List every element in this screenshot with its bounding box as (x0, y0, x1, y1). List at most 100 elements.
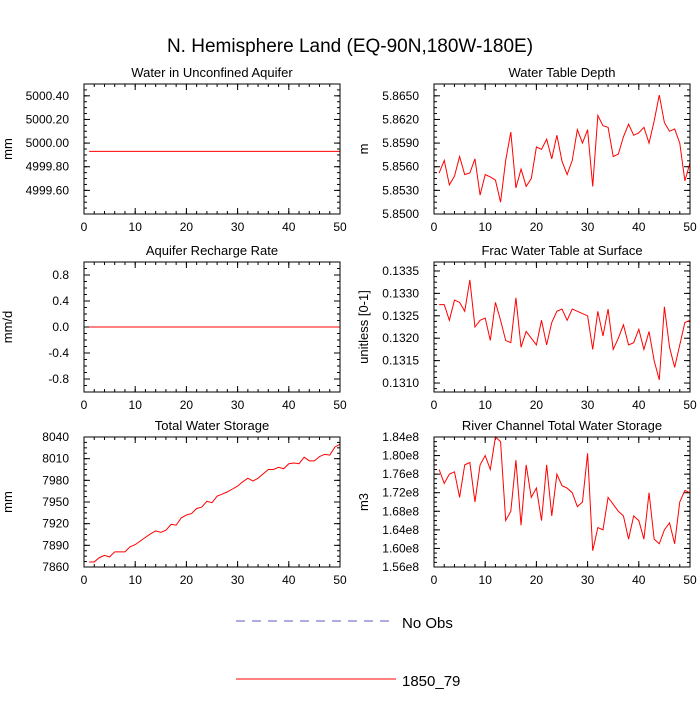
y-tick-label: 5.8650 (382, 89, 419, 103)
legend: No Obs 1850_79 (236, 615, 460, 690)
y-tick-label: 0.1335 (382, 264, 419, 278)
panel-title: Aquifer Recharge Rate (146, 243, 278, 258)
panel-frame (83, 261, 341, 393)
y-tick-label: 5000.00 (26, 136, 70, 150)
panel-title: Total Water Storage (155, 418, 269, 433)
panel-title: Frac Water Table at Surface (481, 243, 642, 258)
x-tick-label: 40 (282, 398, 296, 412)
y-tick-label: 7980 (42, 473, 69, 487)
x-tick-label: 0 (431, 573, 438, 587)
x-tick-label: 40 (632, 220, 646, 234)
x-tick-label: 30 (231, 398, 245, 412)
y-tick-label: 7890 (42, 538, 69, 552)
x-tick-label: 20 (530, 573, 544, 587)
x-tick-label: 20 (180, 573, 194, 587)
panel-frame (433, 436, 691, 568)
x-tick-label: 0 (81, 398, 88, 412)
chart-panel: Total Water Storage 7860 7890 7920 7950 7980 8… (0, 418, 347, 587)
y-tick-label: 1.64e8 (382, 523, 419, 537)
panel-frame (83, 83, 341, 215)
series-line-1850_79 (439, 279, 691, 381)
x-tick-label: 0 (81, 220, 88, 234)
y-tick-label: 5.8530 (382, 183, 419, 197)
x-tick-label: 50 (333, 573, 347, 587)
chart-panel: River Channel Total Water Storage 1.56e8 1… (356, 418, 697, 587)
x-tick-label: 40 (282, 573, 296, 587)
x-tick-label: 10 (479, 573, 493, 587)
y-axis-label: m (356, 144, 371, 155)
x-tick-label: 20 (530, 220, 544, 234)
x-tick-label: 10 (129, 573, 143, 587)
x-tick-label: 50 (333, 398, 347, 412)
y-tick-label: 0.1325 (382, 309, 419, 323)
y-tick-label: 5.8500 (382, 207, 419, 221)
y-tick-label: -0.8 (48, 372, 69, 386)
y-axis-label: unitless [0-1] (356, 290, 371, 364)
panel-title: River Channel Total Water Storage (462, 418, 662, 433)
chart-panel: Frac Water Table at Surface 0.1310 0.1315 0… (356, 243, 697, 412)
x-tick-label: 20 (180, 398, 194, 412)
y-tick-label: 5000.40 (26, 89, 70, 103)
x-tick-label: 30 (581, 220, 595, 234)
y-tick-label: -0.4 (48, 346, 69, 360)
panel-frame (433, 261, 691, 393)
y-tick-label: 8010 (42, 452, 69, 466)
y-tick-label: 4999.80 (26, 160, 70, 174)
x-tick-label: 40 (632, 398, 646, 412)
panel-frame (433, 83, 691, 215)
legend-label-1850-79: 1850_79 (402, 673, 460, 690)
x-tick-label: 20 (180, 220, 194, 234)
y-tick-label: 0.0 (52, 320, 69, 334)
panel-title: Water Table Depth (509, 65, 616, 80)
x-tick-label: 40 (632, 573, 646, 587)
x-tick-label: 10 (129, 398, 143, 412)
x-tick-label: 0 (431, 220, 438, 234)
x-tick-label: 50 (683, 220, 697, 234)
y-tick-label: 7920 (42, 517, 69, 531)
y-axis-label: mm (0, 138, 15, 160)
y-tick-label: 0.1330 (382, 286, 419, 300)
y-tick-label: 5.8620 (382, 112, 419, 126)
y-tick-label: 1.80e8 (382, 449, 419, 463)
y-tick-label: 1.68e8 (382, 504, 419, 518)
chart-panels: Water in Unconfined Aquifer 4999.60 4999.8… (0, 65, 697, 587)
x-tick-label: 20 (530, 398, 544, 412)
x-tick-label: 10 (479, 220, 493, 234)
y-tick-label: 1.56e8 (382, 560, 419, 574)
y-axis-label: mm/d (0, 311, 15, 344)
figure-title: N. Hemisphere Land (EQ-90N,180W-180E) (167, 36, 533, 57)
x-tick-label: 30 (231, 220, 245, 234)
x-tick-label: 30 (231, 573, 245, 587)
y-tick-label: 7860 (42, 560, 69, 574)
x-tick-label: 50 (683, 573, 697, 587)
series-line-1850_79 (438, 436, 691, 551)
x-tick-label: 30 (581, 573, 595, 587)
x-tick-label: 30 (581, 398, 595, 412)
legend-label-no-obs: No Obs (402, 615, 453, 632)
y-tick-label: 1.72e8 (382, 486, 419, 500)
y-axis-label: m3 (356, 493, 371, 511)
y-tick-label: 0.1320 (382, 331, 419, 345)
y-tick-label: 7950 (42, 495, 69, 509)
x-tick-label: 10 (129, 220, 143, 234)
x-tick-label: 0 (431, 398, 438, 412)
y-tick-label: 5000.20 (26, 112, 70, 126)
y-tick-label: 5.8560 (382, 160, 419, 174)
series-line-1850_79 (89, 443, 341, 563)
y-tick-label: 1.76e8 (382, 467, 419, 481)
y-tick-label: 0.1315 (382, 354, 419, 368)
chart-panel: Water Table Depth 5.8500 5.8530 5.8560 5.859… (356, 65, 697, 234)
y-tick-label: 0.8 (52, 268, 69, 282)
x-tick-label: 50 (333, 220, 347, 234)
x-tick-label: 10 (479, 398, 493, 412)
x-tick-label: 0 (81, 573, 88, 587)
y-tick-label: 0.1310 (382, 376, 419, 390)
panel-title: Water in Unconfined Aquifer (131, 65, 293, 80)
y-tick-label: 1.84e8 (382, 430, 419, 444)
series-line-1850_79 (438, 94, 691, 203)
y-axis-label: mm (0, 491, 15, 513)
chart-panel: Water in Unconfined Aquifer 4999.60 4999.8… (0, 65, 347, 234)
panel-frame (83, 436, 341, 568)
chart-panel: Aquifer Recharge Rate -0.8 -0.4 0.0 0.4 0.8 0 1… (0, 243, 347, 412)
x-tick-label: 40 (282, 220, 296, 234)
